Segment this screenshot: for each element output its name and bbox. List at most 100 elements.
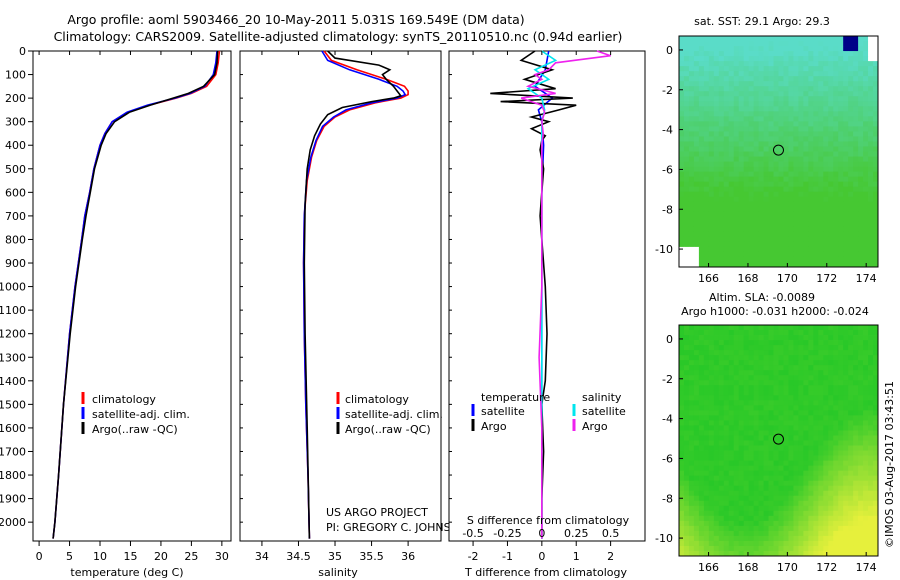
map-cell <box>728 201 735 208</box>
map-cell <box>818 191 824 198</box>
map-cell <box>698 171 705 178</box>
map-cell <box>873 41 879 47</box>
map-cell <box>679 435 685 441</box>
map-cell <box>833 46 839 52</box>
map-cell <box>828 136 834 142</box>
map-cell <box>773 350 779 356</box>
map-cell <box>683 236 690 243</box>
x-tick-label: -2 <box>468 550 479 563</box>
map-cell <box>788 161 794 167</box>
map-cell <box>788 146 794 152</box>
map-cell <box>813 535 819 542</box>
map-cell <box>813 176 819 183</box>
map-cell <box>763 221 769 228</box>
map-cell <box>683 71 690 77</box>
map-cell <box>793 71 799 77</box>
map-cell <box>738 400 745 406</box>
map-cell <box>873 455 879 461</box>
map-cell <box>873 136 879 142</box>
map-cell <box>848 141 854 147</box>
map-cell <box>723 111 730 117</box>
map-cell <box>693 430 700 436</box>
map-cell <box>723 91 730 97</box>
map-cell <box>703 480 710 487</box>
map-cell <box>743 61 750 67</box>
map-cell <box>748 71 755 77</box>
x-tick-label: 30 <box>215 550 229 563</box>
map-cell <box>793 106 799 112</box>
map-cell <box>778 181 784 188</box>
map-cell <box>733 141 740 147</box>
map-cell <box>723 186 730 193</box>
map-cell <box>728 365 735 371</box>
map-cell <box>788 261 794 268</box>
map-cell <box>683 181 690 188</box>
map-cell <box>679 71 685 77</box>
map-cell <box>703 181 710 188</box>
map-cell <box>693 191 700 198</box>
map-cell <box>748 111 755 117</box>
map-cell <box>768 370 774 376</box>
map-cell <box>793 485 799 492</box>
map-cell <box>808 335 814 341</box>
map-cell <box>828 325 834 331</box>
map-cell <box>853 510 859 517</box>
map-cell <box>873 51 879 57</box>
map-cell <box>873 500 879 507</box>
map-cell <box>798 405 804 411</box>
map-cell <box>848 136 854 142</box>
map-cell <box>768 525 774 532</box>
map-cell <box>868 141 874 147</box>
map-cell <box>713 166 720 172</box>
map-cell <box>748 176 755 183</box>
map-cell <box>698 146 705 152</box>
map-cell <box>683 156 690 162</box>
map-cell <box>778 36 784 42</box>
map-cell <box>723 445 730 451</box>
map-cell <box>848 41 854 47</box>
map-cell <box>763 375 769 381</box>
map-cell <box>703 56 710 62</box>
map-cell <box>733 146 740 152</box>
map-cell <box>688 425 695 431</box>
map-cell <box>683 430 690 436</box>
map-cell <box>788 36 794 42</box>
map-cell <box>853 500 859 507</box>
map-cell <box>873 475 879 482</box>
map-cell <box>713 330 720 336</box>
map-cell <box>693 470 700 477</box>
map-cell <box>758 131 764 137</box>
map-cell <box>848 370 854 376</box>
map-cell <box>753 101 760 107</box>
map-cell <box>698 410 705 416</box>
map-cell <box>683 61 690 67</box>
map-cell <box>818 236 824 243</box>
map-cell <box>798 96 804 102</box>
map-cell <box>853 216 859 223</box>
map-cell <box>838 51 844 57</box>
map-cell <box>813 325 819 331</box>
map-cell <box>823 141 829 147</box>
y-tick-label: 800 <box>5 233 26 246</box>
map-cell <box>738 530 745 537</box>
map-cell <box>788 440 794 446</box>
map-cell <box>783 51 789 57</box>
map-cell <box>823 540 829 547</box>
map-cell <box>758 56 764 62</box>
map-cell <box>728 261 735 268</box>
map-cell <box>743 485 750 492</box>
map-cell <box>728 61 735 67</box>
map-cell <box>813 400 819 406</box>
map-cell <box>843 390 849 396</box>
map-cell <box>679 211 685 218</box>
map-cell <box>688 171 695 178</box>
map-cell <box>713 440 720 446</box>
map-cell <box>753 415 760 421</box>
map-cell <box>743 156 750 162</box>
map-cell <box>873 460 879 467</box>
map-cell <box>733 325 740 331</box>
map-cell <box>833 221 839 228</box>
map-cell <box>803 425 809 431</box>
map-cell <box>763 241 769 248</box>
map-cell <box>788 236 794 243</box>
